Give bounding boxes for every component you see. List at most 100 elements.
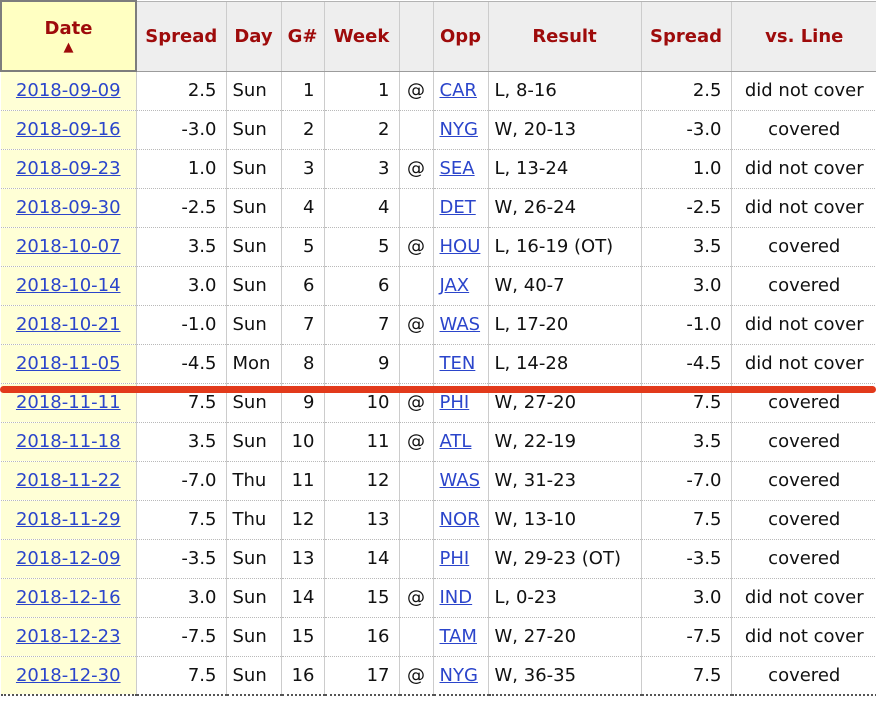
opp-link[interactable]: CAR [439,80,477,101]
table-row: 2018-10-21 -1.0 Sun 7 7 @ WAS L, 17-20 -1.0 did n… [1,304,876,344]
cell-game: 14 [280,577,324,617]
cell-day: Mon [225,343,281,383]
cell-at [398,109,433,149]
column-header-game[interactable]: G# [280,0,324,72]
cell-spread: -3.0 [135,109,226,149]
date-link[interactable]: 2018-10-21 [15,314,121,335]
cell-date: 2018-09-23 [1,148,136,188]
opp-link[interactable]: NOR [439,509,480,530]
cell-game: 15 [280,616,324,656]
date-link[interactable]: 2018-09-09 [15,80,121,102]
cell-vs_line: did not cover [730,577,876,617]
column-header-at[interactable] [398,0,433,72]
cell-week: 10 [323,382,399,422]
cell-spread: 3.0 [135,265,226,305]
cell-game: 4 [280,187,324,227]
opp-link[interactable]: PHI [439,548,470,569]
cell-week: 12 [323,460,399,500]
cell-opp: JAX [432,265,488,305]
date-link[interactable]: 2018-12-16 [15,587,121,608]
table-row: 2018-12-30 7.5 Sun 16 17 @ NYG W, 36-35 7.5 cover… [1,655,876,696]
cell-result: W, 22-19 [487,421,641,461]
cell-vs_line: did not cover [730,304,876,344]
cell-vs_line: covered [730,655,876,696]
date-link[interactable]: 2018-09-16 [15,119,121,140]
cell-at: @ [398,304,433,344]
cell-game: 13 [280,538,324,578]
cell-spread: -2.5 [135,187,226,227]
cell-vs_line: did not cover [730,616,876,656]
cell-date: 2018-09-16 [1,109,136,149]
sort-asc-icon: ▲ [63,39,74,55]
cell-result: L, 16-19 (OT) [487,226,641,266]
column-header-spread_close[interactable]: Spread [640,0,731,72]
cell-at: @ [398,655,433,696]
cell-at [398,538,433,578]
cell-week: 14 [323,538,399,578]
date-link[interactable]: 2018-11-05 [15,353,121,374]
opp-link[interactable]: ATL [439,431,472,452]
date-link[interactable]: 2018-11-22 [15,470,121,491]
date-link[interactable]: 2018-12-09 [15,548,121,569]
date-link[interactable]: 2018-11-18 [15,431,121,452]
opp-link[interactable]: IND [439,587,473,608]
date-link[interactable]: 2018-12-30 [15,664,121,686]
cell-spread_close: 2.5 [640,71,731,110]
column-header-day[interactable]: Day [225,0,281,72]
opp-link[interactable]: WAS [439,314,481,335]
cell-date: 2018-11-05 [1,343,136,383]
date-link[interactable]: 2018-09-30 [15,197,121,218]
cell-day: Sun [225,148,281,188]
column-header-vs_line[interactable]: vs. Line [730,0,876,72]
opp-link[interactable]: JAX [439,275,470,296]
column-header-label: vs. Line [765,25,844,47]
cell-day: Sun [225,265,281,305]
opp-link[interactable]: PHI [439,392,470,413]
date-link[interactable]: 2018-12-23 [15,626,121,647]
cell-week: 6 [323,265,399,305]
column-header-date[interactable]: Date ▲ [0,0,137,72]
date-link[interactable]: 2018-11-11 [15,392,121,413]
cell-opp: WAS [432,460,488,500]
column-header-week[interactable]: Week [323,0,399,72]
date-link[interactable]: 2018-11-29 [15,509,121,530]
cell-vs_line: covered [730,460,876,500]
cell-date: 2018-12-09 [1,538,136,578]
date-link[interactable]: 2018-09-23 [15,158,121,179]
opp-link[interactable]: SEA [439,158,475,179]
opp-link[interactable]: HOU [439,236,481,257]
cell-game: 6 [280,265,324,305]
opp-link[interactable]: NYG [439,119,478,140]
date-link[interactable]: 2018-10-14 [15,275,121,296]
cell-opp: PHI [432,538,488,578]
cell-at: @ [398,382,433,422]
cell-result: W, 20-13 [487,109,641,149]
table-row: 2018-10-14 3.0 Sun 6 6 JAX W, 40-7 3.0 covered [1,265,876,305]
cell-at [398,265,433,305]
vegas-lines-table: Date ▲ Spread Day G# Week Opp Result Spread vs. L… [0,0,876,696]
opp-link[interactable]: TEN [439,353,476,374]
opp-link[interactable]: DET [439,197,476,218]
column-header-result[interactable]: Result [487,0,641,72]
cell-date: 2018-11-29 [1,499,136,539]
opp-link[interactable]: WAS [439,470,481,491]
column-header-spread[interactable]: Spread [135,0,226,72]
cell-day: Sun [225,109,281,149]
opp-link[interactable]: TAM [439,626,477,647]
cell-date: 2018-12-30 [1,655,136,696]
cell-spread_close: -3.0 [640,109,731,149]
cell-result: W, 36-35 [487,655,641,696]
cell-result: W, 26-24 [487,187,641,227]
column-header-label: Day [234,25,273,47]
table-row: 2018-11-11 7.5 Sun 9 10 @ PHI W, 27-20 7.5 covere… [1,382,876,422]
cell-spread_close: 3.5 [640,226,731,266]
cell-spread_close: 7.5 [640,499,731,539]
column-header-opp[interactable]: Opp [432,0,488,72]
opp-link[interactable]: NYG [439,664,478,686]
date-link[interactable]: 2018-10-07 [15,236,121,257]
table-header: Date ▲ Spread Day G# Week Opp Result Spread vs. L… [0,0,876,72]
cell-game: 5 [280,226,324,266]
cell-day: Sun [225,226,281,266]
cell-date: 2018-10-21 [1,304,136,344]
cell-at: @ [398,226,433,266]
